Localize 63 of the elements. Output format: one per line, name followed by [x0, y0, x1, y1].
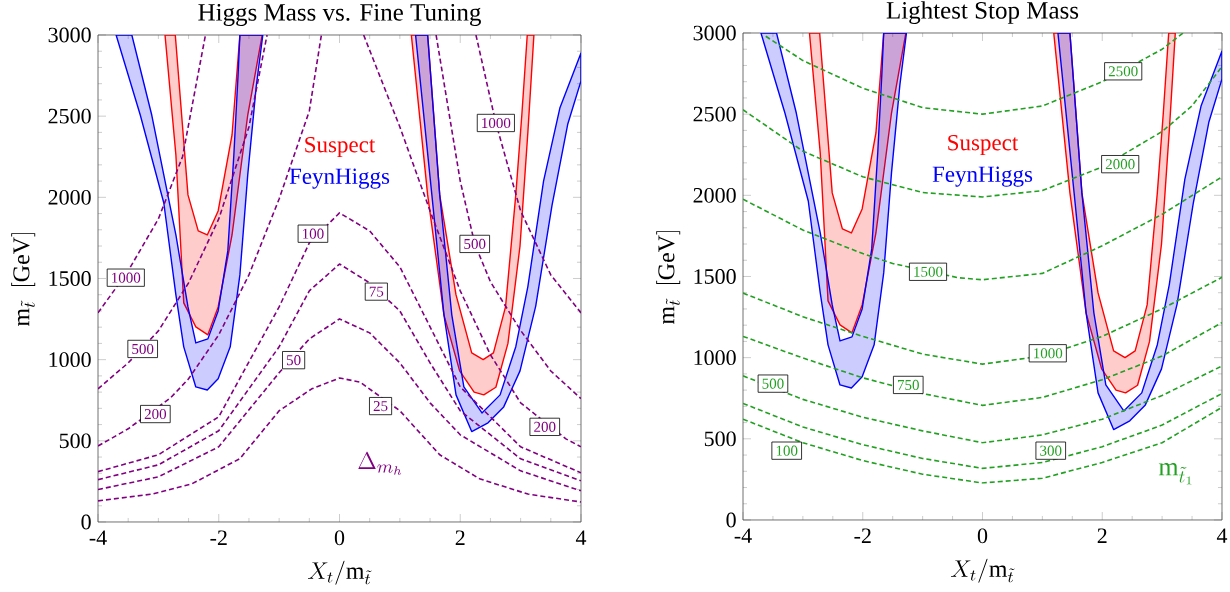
x-tick-label: 2	[455, 530, 465, 545]
chart-title: Lightest Stop Mass	[886, 1, 1079, 24]
line-series	[743, 365, 1222, 444]
line-series	[98, 318, 581, 492]
line-series	[98, 34, 207, 314]
line-series	[98, 263, 581, 482]
series-label: FeynHiggs	[289, 168, 390, 189]
x-tick-label: -2	[854, 528, 871, 543]
y-tick-label: 500	[704, 431, 736, 447]
x-tick-label: 4	[1216, 528, 1228, 543]
x-tick-label: 2	[1097, 528, 1107, 543]
y-tick-label: 0	[726, 512, 736, 528]
annotation: 300	[1040, 445, 1062, 456]
annotation: 2500	[1108, 66, 1138, 77]
chart-title: Higgs Mass vs. Fine Tuning	[198, 3, 481, 26]
annotation: 1500	[914, 266, 943, 277]
text: Suspect	[305, 136, 376, 158]
y-tick-label: 2500	[693, 106, 736, 122]
annotation: 500	[762, 378, 784, 389]
line-series	[98, 212, 581, 474]
annotation: 25	[373, 401, 388, 412]
y-tick-label: 3000	[693, 25, 736, 41]
annotation: 50	[287, 355, 301, 366]
annotation: $\Delta_{m_h}$	[358, 451, 402, 475]
annotation: 200	[534, 421, 556, 432]
y-tick-label: 2000	[48, 189, 91, 205]
y-tick-label: 2500	[48, 108, 91, 124]
y-tick-label: 1000	[49, 352, 91, 368]
x-tick-label: -4	[734, 528, 752, 543]
line-series	[435, 34, 581, 400]
line-series	[764, 32, 1184, 115]
y-tick-label: 0	[81, 514, 91, 530]
annotation: 500	[132, 343, 154, 355]
x-tick-label: 0	[977, 528, 988, 544]
y-tick-label: 1500	[49, 271, 91, 286]
annotation: 100	[776, 445, 798, 456]
annotation: $\mathrm{m}_{\tilde{t}_1}$	[1158, 463, 1192, 485]
annotation: 750	[898, 379, 919, 390]
x-tick-label: 0	[334, 530, 345, 546]
line-series	[743, 321, 1222, 407]
annotation: 75	[369, 286, 384, 297]
y-tick-label: 1500	[694, 269, 736, 284]
annotation: 100	[303, 228, 324, 239]
text: Suspect	[948, 134, 1019, 156]
y-axis-title: $\mathrm{m}_{\tilde{t}}\ \ [\mathrm{GeV}]$	[656, 231, 681, 325]
x-axis-title: $X_t/\mathrm{m}_{\tilde{t}}$	[950, 558, 1015, 583]
annotation: 1000	[1034, 348, 1063, 359]
x-axis-title: $X_t/\mathrm{m}_{\tilde{t}}$	[308, 560, 372, 585]
annotation: 2000	[1105, 159, 1135, 170]
y-axis-title: $\mathrm{m}_{\tilde{t}}\ \ [\mathrm{GeV}]$	[11, 233, 36, 327]
x-tick-label: 4	[575, 530, 587, 545]
x-tick-label: -2	[210, 530, 227, 545]
line-series	[743, 406, 1222, 484]
x-tick-label: -4	[89, 530, 107, 545]
y-tick-label: 1000	[694, 350, 736, 366]
annotation: 200	[144, 408, 167, 420]
series-label: FeynHiggs	[932, 166, 1033, 187]
y-tick-label: 500	[59, 433, 91, 449]
annotation: 1000	[112, 272, 141, 283]
line-series	[743, 276, 1222, 365]
y-tick-label: 2000	[693, 187, 736, 203]
line-series	[743, 65, 1222, 198]
y-tick-label: 3000	[48, 27, 91, 43]
